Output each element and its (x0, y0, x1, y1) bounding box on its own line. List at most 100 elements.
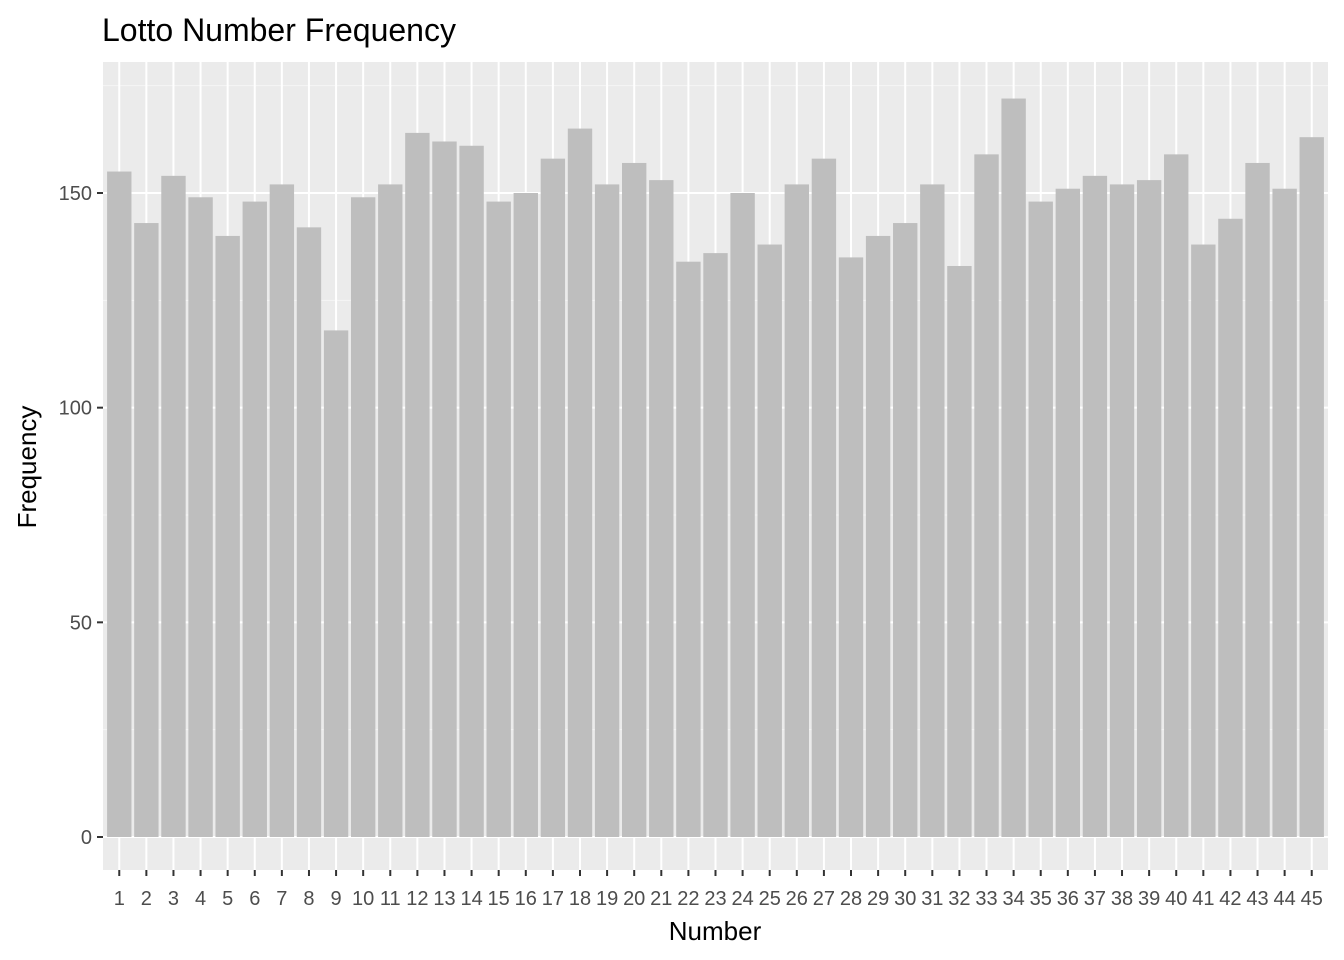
x-tick-label: 19 (596, 888, 618, 910)
bar-7 (269, 184, 295, 837)
x-tick-label: 34 (1002, 888, 1024, 910)
x-tick-label: 23 (704, 888, 726, 910)
bar-42 (1218, 218, 1243, 837)
bar-37 (1082, 175, 1108, 837)
bar-19 (594, 184, 620, 837)
bar-18 (567, 128, 593, 838)
x-tick-label: 16 (515, 888, 537, 910)
x-tick-label: 4 (195, 888, 206, 910)
bar-31 (920, 184, 945, 837)
bar-12 (405, 132, 430, 837)
x-tick-label: 15 (488, 888, 510, 910)
x-tick-label: 6 (249, 888, 260, 910)
x-tick-label: 27 (813, 888, 835, 910)
x-tick-label: 3 (168, 888, 179, 910)
x-tick-label: 43 (1246, 888, 1268, 910)
chart-title: Lotto Number Frequency (102, 12, 456, 48)
bar-25 (757, 244, 782, 837)
bar-29 (865, 235, 891, 837)
bar-1 (107, 171, 132, 837)
x-tick-label: 7 (276, 888, 287, 910)
bar-2 (134, 223, 159, 838)
bar-34 (1001, 98, 1026, 838)
x-tick-label: 39 (1138, 888, 1160, 910)
x-tick-label: 10 (352, 888, 374, 910)
bar-16 (513, 193, 538, 837)
x-tick-label: 25 (759, 888, 781, 910)
bar-41 (1191, 244, 1216, 837)
bar-44 (1272, 188, 1297, 837)
bar-13 (432, 141, 457, 838)
x-tick-label: 2 (141, 888, 152, 910)
bar-17 (540, 158, 566, 837)
x-tick-label: 21 (650, 888, 672, 910)
x-tick-label: 5 (222, 888, 233, 910)
x-tick-label: 42 (1219, 888, 1241, 910)
bar-32 (947, 265, 972, 837)
x-tick-label: 30 (894, 888, 916, 910)
y-tick-label: 150 (59, 183, 92, 205)
bar-33 (974, 154, 999, 838)
y-axis: 0 50 100 150 (59, 183, 103, 849)
bar-21 (649, 180, 674, 837)
bar-11 (378, 184, 403, 837)
bar-43 (1245, 162, 1270, 837)
x-tick-label: 31 (921, 888, 943, 910)
x-tick-label: 22 (677, 888, 699, 910)
x-tick-label: 41 (1192, 888, 1214, 910)
x-tick-label: 11 (380, 888, 401, 910)
bar-24 (730, 193, 755, 837)
bar-8 (296, 227, 322, 838)
bar-22 (676, 261, 701, 837)
x-tick-label: 33 (975, 888, 997, 910)
x-tick-label: 40 (1165, 888, 1187, 910)
x-tick-label: 17 (542, 888, 564, 910)
x-tick-label: 32 (948, 888, 970, 910)
bar-20 (622, 162, 647, 837)
bars (107, 98, 1324, 838)
bar-4 (188, 197, 213, 838)
bar-26 (784, 184, 809, 837)
bar-45 (1299, 137, 1324, 837)
x-tick-label: 37 (1084, 888, 1106, 910)
bar-36 (1055, 188, 1081, 837)
x-tick-label: 36 (1057, 888, 1079, 910)
y-axis-title: Frequency (12, 406, 42, 529)
x-axis-title: Number (669, 916, 762, 946)
bar-9 (323, 330, 349, 837)
bar-15 (486, 201, 511, 838)
x-tick-label: 20 (623, 888, 645, 910)
x-tick-label: 13 (433, 888, 455, 910)
x-tick-label: 8 (303, 888, 314, 910)
bar-5 (215, 235, 240, 837)
bar-3 (161, 175, 186, 837)
x-tick-label: 14 (460, 888, 482, 910)
y-tick-label: 0 (81, 827, 92, 849)
x-tick-label: 9 (331, 888, 342, 910)
bar-38 (1109, 184, 1135, 837)
x-axis: 1 2 3 4 5 6 7 8 9 10 11 12 13 14 15 16 17 18 19 20 21 22 23 24 2… (114, 870, 1323, 910)
bar-39 (1136, 180, 1162, 837)
bar-23 (703, 253, 728, 838)
bar-30 (893, 223, 918, 838)
x-tick-label: 28 (840, 888, 862, 910)
x-tick-label: 29 (867, 888, 889, 910)
bar-35 (1028, 201, 1053, 838)
bar-28 (838, 257, 864, 837)
y-tick-label: 50 (70, 612, 92, 634)
x-tick-label: 18 (569, 888, 591, 910)
x-tick-label: 45 (1301, 888, 1323, 910)
bar-6 (242, 201, 267, 838)
bar-40 (1164, 154, 1189, 838)
x-tick-label: 44 (1274, 888, 1296, 910)
bar-10 (350, 197, 376, 838)
x-tick-label: 24 (731, 888, 753, 910)
x-tick-label: 1 (114, 888, 125, 910)
x-tick-label: 12 (406, 888, 428, 910)
bar-27 (811, 158, 837, 837)
y-tick-label: 100 (59, 398, 92, 420)
bar-14 (459, 145, 484, 837)
x-tick-label: 26 (786, 888, 808, 910)
